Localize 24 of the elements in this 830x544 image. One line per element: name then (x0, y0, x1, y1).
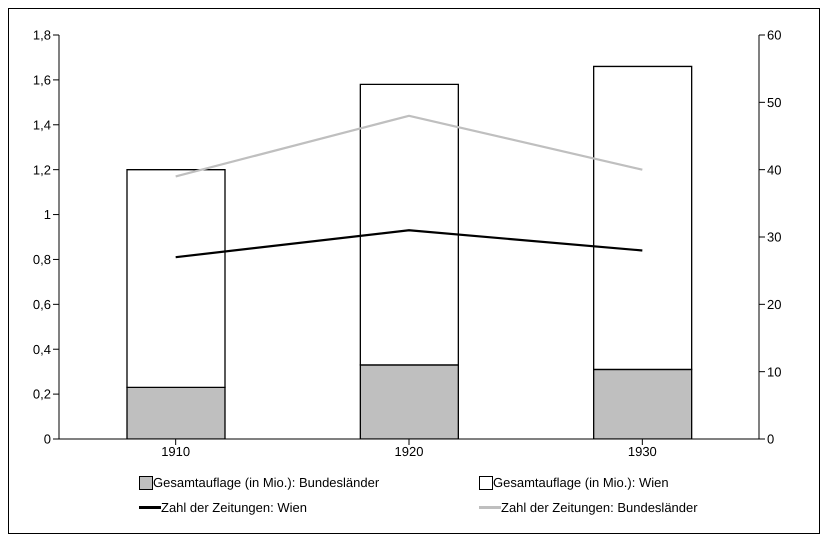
x-tick-label: 1930 (628, 444, 657, 460)
legend-label: Gesamtauflage (in Mio.): Bundesländer (153, 475, 380, 490)
legend-label: Zahl der Zeitungen: Bundesländer (501, 500, 698, 515)
y-tick-label: 1,4 (32, 117, 51, 132)
y-tick-label: 1,6 (32, 72, 51, 88)
y-tick-label: 0,4 (32, 342, 51, 357)
y2-tick-label: 50 (767, 94, 782, 110)
y-tick-label: 0 (44, 432, 51, 447)
y2-tick-label: 60 (767, 28, 782, 43)
legend-label: Zahl der Zeitungen: Wien (161, 500, 307, 515)
y-tick-label: 0,8 (32, 252, 51, 268)
x-tick-label: 1920 (394, 444, 424, 460)
x-tick-label: 1910 (161, 444, 190, 460)
y2-tick-label: 40 (767, 162, 782, 178)
y-tick-label: 1,2 (32, 162, 51, 178)
y2-tick-label: 30 (767, 230, 782, 245)
y2-tick-label: 10 (767, 364, 782, 380)
y-tick-label: 1 (44, 207, 51, 222)
y-tick-label: 0,2 (32, 386, 51, 402)
y2-tick-label: 20 (767, 296, 782, 312)
legend-label: Gesamtauflage (in Mio.): Wien (493, 475, 669, 490)
y2-tick-label: 0 (767, 432, 774, 447)
y-tick-label: 1,8 (32, 28, 51, 43)
y-tick-label: 0,6 (32, 296, 51, 312)
